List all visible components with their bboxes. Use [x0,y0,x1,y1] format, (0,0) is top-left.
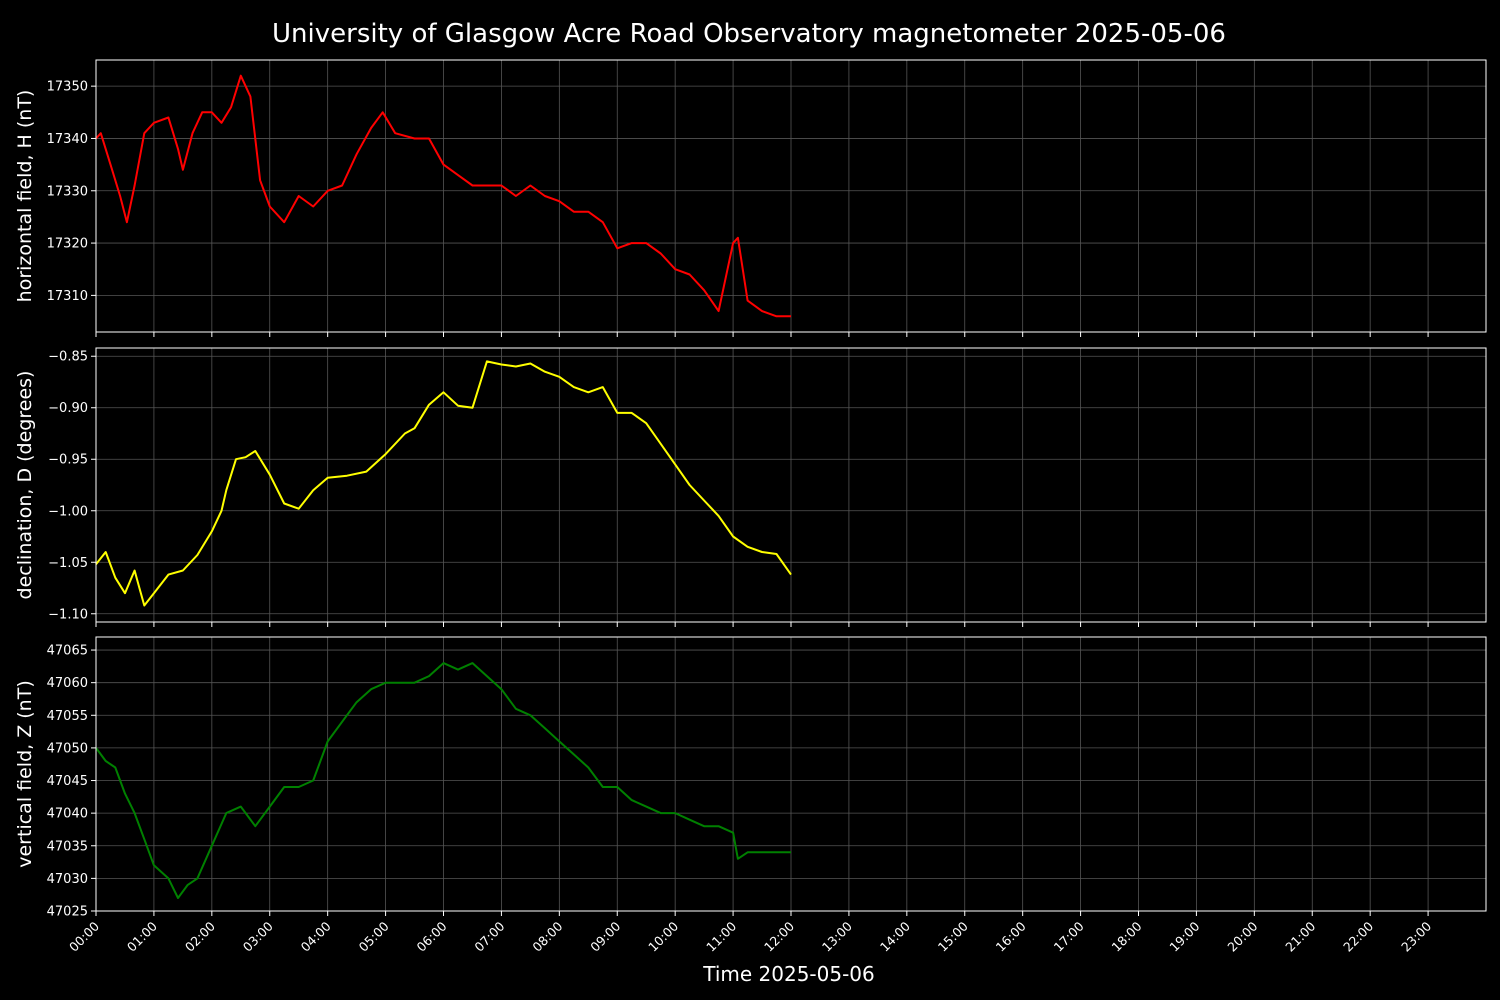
y-tick-label: 47030 [47,872,88,887]
y-tick-label: −1.00 [48,504,88,519]
y-tick-label: 47060 [47,676,88,691]
y-axis-label-Z: vertical field, Z (nT) [14,680,36,868]
panel-D: −1.10 −1.05 −1.00 −0.95 −0.90 −0.85 declinatio… [14,347,1487,627]
grid-D [95,348,1486,622]
y-tick-label: 17340 [47,132,88,147]
y-tick-label: 17320 [47,237,88,252]
y-tick-label: 47055 [47,709,88,724]
y-tick-label: −1.10 [48,607,88,622]
plot-frame-D [95,347,1487,623]
y-tick-label: −0.95 [48,453,88,468]
series-line-D [95,360,792,607]
y-tick-label: 47035 [47,839,88,854]
y-axis-label-H: horizontal field, H (nT) [14,90,36,303]
y-tick-label: −0.90 [48,401,88,416]
y-tick-label: 47065 [47,644,88,659]
grid-H [95,60,1486,332]
y-tick-label: 47025 [47,905,88,920]
y-tick-label: 47050 [47,741,88,756]
series-line-H [95,74,791,318]
series-line-Z [95,662,791,899]
x-axis-label: Time 2025-05-06 [702,962,875,986]
panel-Z: 47025 47030 47035 47040 47045 47050 47055 47060… [14,636,1487,920]
y-tick-label: 17350 [47,80,88,95]
y-tick-label: 47045 [47,774,88,789]
y-tick-label: −1.05 [48,556,88,571]
y-tick-label: 47040 [47,807,88,822]
y-tick-label: 17310 [47,289,88,304]
chart-title: University of Glasgow Acre Road Observat… [272,19,1226,49]
plot-frame-H [95,59,1487,333]
plot-frame-Z [95,636,1487,912]
y-tick-label: −0.85 [48,350,88,365]
y-tick-label: 17330 [47,184,88,199]
y-axis-label-D: declination, D (degrees) [14,371,36,600]
panel-H: 17310 17320 17330 17340 17350 horizontal fiel… [14,59,1487,337]
